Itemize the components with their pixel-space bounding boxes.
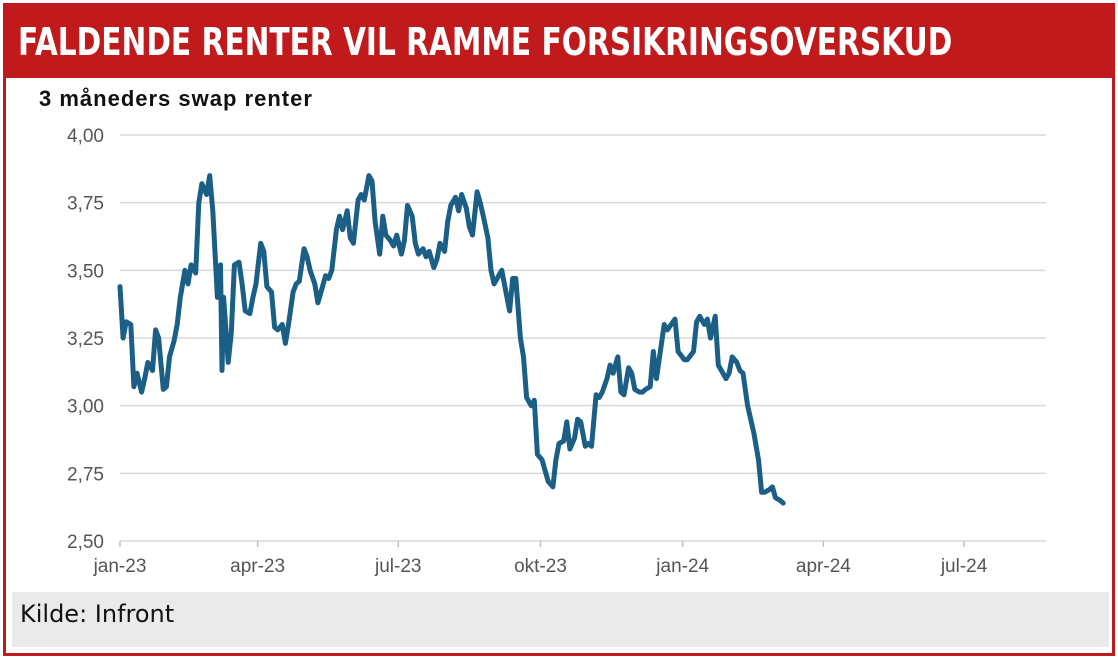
y-tick-label: 2,75 [67,464,104,485]
chart-title: 3 måneders swap renter [39,86,313,111]
source-footer: Kilde: Infront [12,592,1109,647]
x-tick-label: jul-24 [940,556,988,577]
x-tick-label: jan-24 [655,556,709,577]
y-tick-label: 2,50 [67,532,104,553]
line-chart: 4,00 3,75 3,50 3,25 3,00 2,75 2,50 jan-23 apr-2… [67,126,1046,577]
y-tick-label: 3,50 [67,261,104,282]
y-tick-label: 3,00 [67,397,104,418]
y-tick-label: 4,00 [67,126,104,147]
y-axis-tick-labels: 4,00 3,75 3,50 3,25 3,00 2,75 2,50 [67,126,104,553]
source-label: Kilde: Infront [20,600,175,628]
series-layer [117,173,786,506]
y-tick-label: 3,75 [67,194,104,215]
y-tick-label: 3,25 [67,329,104,350]
x-tick-label: okt-23 [514,556,567,577]
header-banner: FALDENDE RENTER VIL RAMME FORSIKRINGSOVE… [6,6,1112,78]
headline: FALDENDE RENTER VIL RAMME FORSIKRINGSOVE… [18,20,953,64]
x-axis-tick-labels: jan-23 apr-23 jul-23 okt-23 jan-24 apr-24 jul-… [93,556,988,577]
gridlines [119,134,1046,547]
series-line [117,173,786,506]
x-tick-label: apr-24 [796,556,851,577]
infographic-frame: FALDENDE RENTER VIL RAMME FORSIKRINGSOVE… [3,3,1115,656]
x-tick-label: apr-23 [230,556,285,577]
x-tick-label: jul-23 [374,556,421,577]
x-tick-label: jan-23 [93,556,147,577]
